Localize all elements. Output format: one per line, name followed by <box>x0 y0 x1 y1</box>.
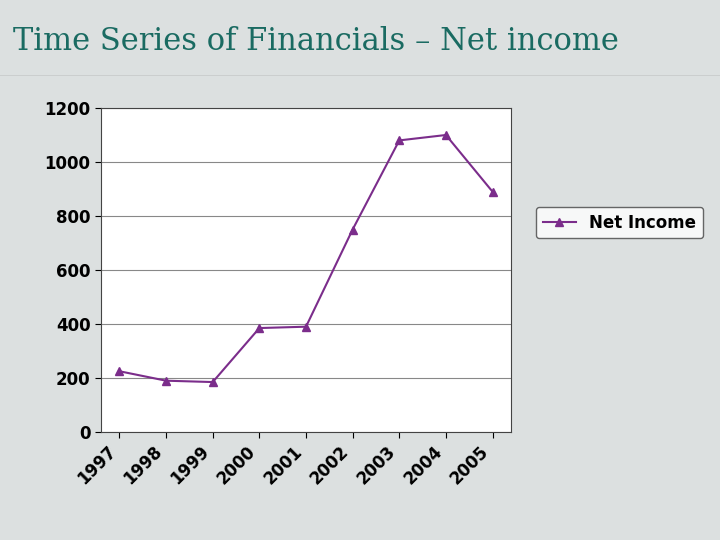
Text: Time Series of Financials – Net income: Time Series of Financials – Net income <box>13 26 618 57</box>
Net Income <box>441 132 450 138</box>
Net Income <box>208 379 217 386</box>
Net Income <box>115 368 124 375</box>
Net Income <box>302 323 310 330</box>
Net Income <box>395 137 404 144</box>
Net Income <box>255 325 264 331</box>
Net Income <box>488 188 497 195</box>
Legend: Net Income: Net Income <box>536 207 703 238</box>
Line: Net Income: Net Income <box>115 131 497 386</box>
Net Income <box>162 377 171 384</box>
Net Income <box>348 226 357 233</box>
